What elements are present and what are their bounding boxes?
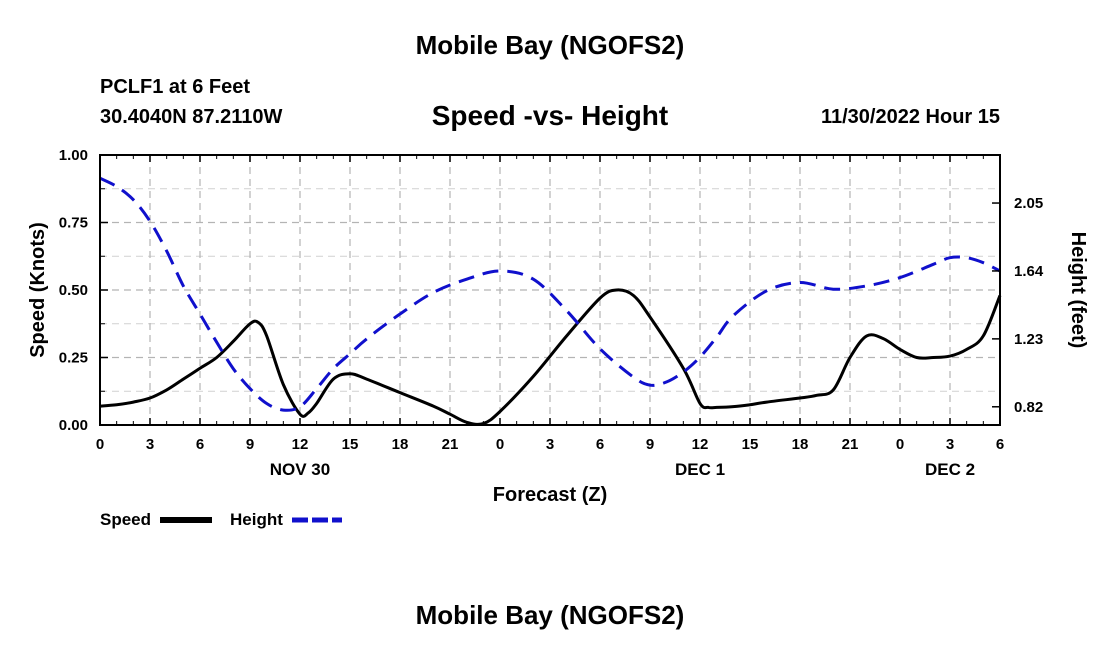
x-tick-label: 3: [546, 436, 554, 453]
x-tick-label: 21: [442, 436, 459, 453]
legend: Speed Height: [100, 510, 342, 529]
x-tick-label: 6: [596, 436, 604, 453]
x-tick-label: 18: [792, 436, 809, 453]
y-tick-label: 0.00: [59, 417, 88, 434]
y2-tick-label: 0.82: [1014, 399, 1043, 416]
chart-title: Speed -vs- Height: [431, 100, 669, 131]
footer-title: Mobile Bay (NGOFS2): [415, 600, 685, 630]
x-day-label: DEC 1: [675, 460, 725, 479]
x-tick-label: 3: [146, 436, 154, 453]
x-tick-label: 9: [646, 436, 654, 453]
coordinates-label: 30.4040N 87.2110W: [100, 106, 283, 128]
x-tick-label: 18: [392, 436, 409, 453]
y-axis-title: Speed (Knots): [27, 222, 49, 358]
x-day-label: NOV 30: [270, 460, 330, 479]
x-tick-label: 15: [742, 436, 759, 453]
y2-tick-label: 2.05: [1014, 195, 1043, 212]
y2-tick-label: 1.23: [1014, 331, 1043, 348]
y2-tick-label: 1.64: [1014, 263, 1044, 280]
grid: [100, 155, 1000, 425]
x-tick-label: 0: [496, 436, 504, 453]
forecast-datetime: 11/30/2022 Hour 15: [820, 106, 1000, 128]
series-layer: [99, 176, 1002, 426]
main-title: Mobile Bay (NGOFS2): [415, 30, 685, 60]
y-tick-label: 1.00: [59, 147, 88, 164]
x-day-label: DEC 2: [925, 460, 975, 479]
y-tick-label: 0.75: [59, 215, 88, 232]
y2-axis-title: Height (feet): [1067, 232, 1089, 349]
x-tick-label: 21: [842, 436, 859, 453]
station-label: PCLF1 at 6 Feet: [100, 76, 251, 98]
legend-label-height: Height: [230, 510, 283, 529]
y-tick-label: 0.25: [59, 350, 88, 367]
x-tick-label: 15: [342, 436, 359, 453]
x-tick-label: 6: [196, 436, 204, 453]
x-tick-label: 12: [692, 436, 709, 453]
x-tick-label: 0: [896, 436, 904, 453]
x-tick-label: 6: [996, 436, 1004, 453]
x-axis-title: Forecast (Z): [493, 484, 607, 506]
y-tick-label: 0.50: [59, 282, 88, 299]
x-tick-label: 3: [946, 436, 954, 453]
x-tick-label: 12: [292, 436, 309, 453]
x-tick-label: 9: [246, 436, 254, 453]
speed-series-line: [99, 288, 1002, 426]
axis-labels: 0 3 6 9 12 15 18 21 0 3 6 9 12 15 18 21 0 3 6 0.00 0.25 0.50 0…: [27, 147, 1089, 506]
x-tick-label: 0: [96, 436, 104, 453]
legend-label-speed: Speed: [100, 510, 151, 529]
axis-ticks: [99, 154, 1001, 426]
